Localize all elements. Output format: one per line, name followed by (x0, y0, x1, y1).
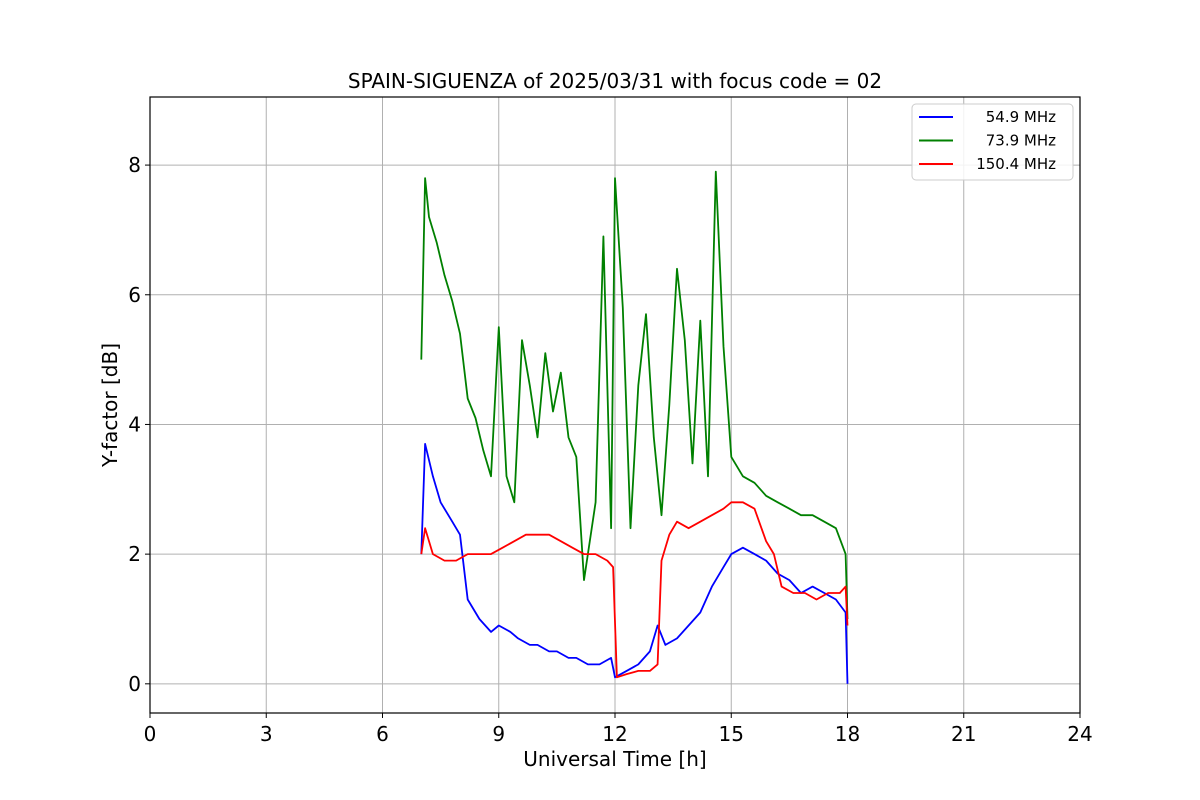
legend-label: 54.9 MHz (986, 108, 1056, 126)
y-tick-label: 8 (128, 153, 141, 177)
y-axis-label: Y-factor [dB] (98, 343, 122, 468)
series-line-3 (420, 501, 849, 679)
x-tick-label: 21 (951, 722, 976, 746)
x-tick-label: 0 (144, 722, 157, 746)
legend-label: 73.9 MHz (986, 132, 1056, 150)
y-tick-label: 2 (128, 542, 141, 566)
x-axis-label: Universal Time [h] (523, 747, 706, 771)
series-line-1 (420, 443, 849, 684)
x-tick-label: 3 (260, 722, 273, 746)
legend-box (911, 103, 1074, 181)
y-axis: 0 2 4 6 8 (128, 153, 150, 696)
y-tick-label: 0 (128, 672, 141, 696)
legend: 54.9 MHz 73.9 MHz 150.4 MHz (911, 103, 1074, 181)
y-tick-label: 4 (128, 412, 141, 436)
x-tick-label: 12 (602, 722, 627, 746)
legend-label: 150.4 MHz (976, 155, 1056, 173)
series-layer (420, 170, 849, 684)
series-line-2 (420, 170, 849, 620)
y-tick-label: 6 (128, 283, 141, 307)
x-tick-label: 6 (376, 722, 389, 746)
chart-title: SPAIN-SIGUENZA of 2025/03/31 with focus … (348, 69, 882, 93)
x-axis: 0 3 6 9 12 15 18 21 24 (144, 713, 1093, 746)
x-tick-label: 24 (1067, 722, 1092, 746)
x-tick-label: 18 (835, 722, 860, 746)
x-tick-label: 9 (492, 722, 505, 746)
x-tick-label: 15 (719, 722, 744, 746)
